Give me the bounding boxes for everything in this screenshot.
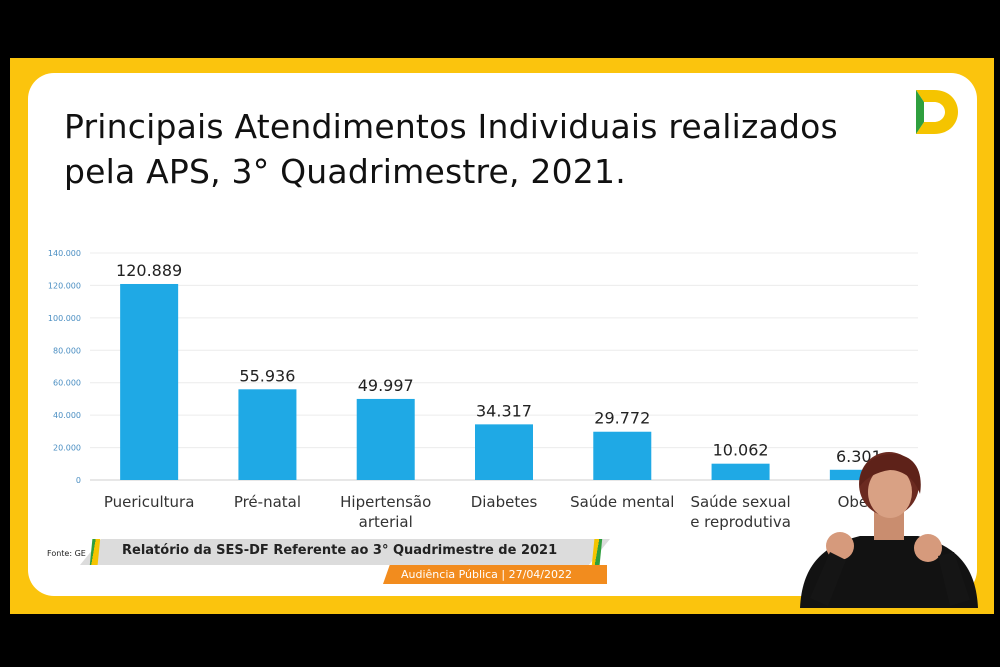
event-date-label: Audiência Pública | 27/04/2022 [401, 568, 573, 581]
data-label: 34.317 [476, 401, 532, 420]
report-banner: Relatório da SES-DF Referente ao 3° Quad… [80, 539, 610, 565]
banner-flag-stripe-right [591, 539, 603, 565]
y-tick-label: 20.000 [53, 444, 81, 453]
x-axis-labels: Puericultura Pré-natal Hipertensão arterial… [104, 493, 880, 531]
y-axis-ticks: 0 20.000 40.000 60.000 80.000 100.000 120.000 1… [48, 249, 81, 485]
category-label: Puericultura [104, 493, 195, 511]
bar [475, 424, 533, 480]
category-label: Saúde sexual e reprodutiva [690, 493, 791, 531]
y-tick-label: 0 [76, 476, 81, 485]
bar [356, 398, 415, 480]
y-tick-label: 100.000 [48, 314, 81, 323]
y-tick-label: 40.000 [53, 411, 81, 420]
event-banner: Audiência Pública | 27/04/2022 [383, 565, 607, 584]
data-label: 55.936 [239, 366, 295, 385]
bar [593, 431, 652, 480]
bars [120, 283, 888, 480]
category-label: Hipertensão arterial [340, 493, 431, 531]
data-label: 120.889 [116, 261, 182, 280]
slide-panel [28, 73, 977, 596]
data-label: 10.062 [713, 441, 769, 460]
data-label: 29.772 [594, 409, 650, 428]
y-tick-label: 80.000 [53, 346, 81, 355]
y-tick-label: 140.000 [48, 249, 81, 258]
category-label: Pré-natal [234, 493, 301, 511]
banner-flag-stripe-left [89, 539, 101, 565]
banner-title: Relatório da SES-DF Referente ao 3° Quad… [122, 543, 558, 558]
sign-language-interpreter [800, 452, 978, 608]
data-label: 49.997 [358, 376, 414, 395]
category-label: Saúde mental [570, 493, 674, 511]
bar [238, 389, 297, 480]
bar [711, 463, 770, 480]
y-tick-label: 120.000 [48, 281, 81, 290]
y-tick-label: 60.000 [53, 379, 81, 388]
brand-d-logo-icon [916, 90, 958, 134]
banner-background [80, 539, 610, 565]
bar [120, 283, 179, 480]
source-label: Fonte: GE [47, 549, 86, 558]
slide-title: Principais Atendimentos Individuais real… [64, 107, 838, 191]
category-label: Diabetes [471, 493, 538, 511]
bar [829, 469, 888, 480]
